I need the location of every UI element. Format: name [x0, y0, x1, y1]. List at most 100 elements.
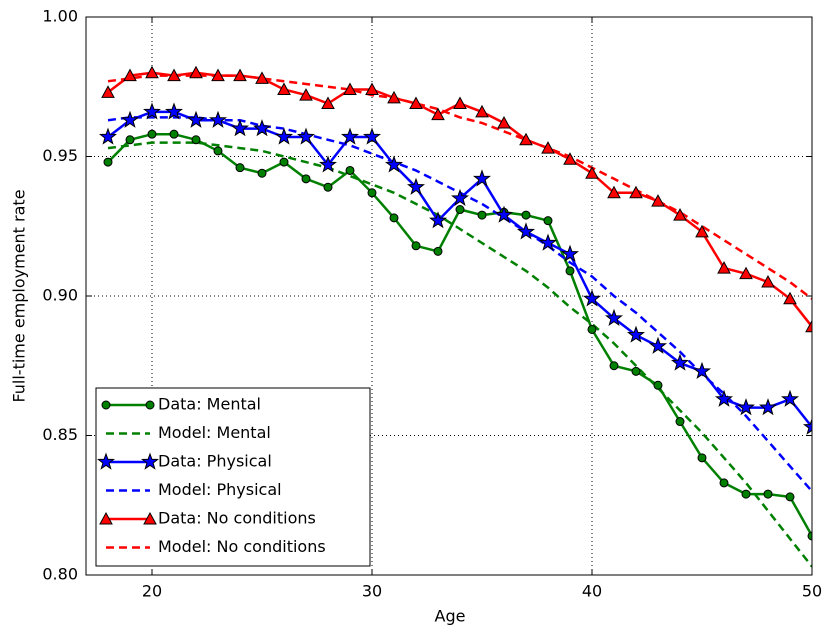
marker: [737, 398, 755, 416]
marker: [783, 291, 797, 305]
marker: [345, 165, 355, 175]
marker: [759, 398, 777, 416]
marker: [341, 127, 359, 145]
marker: [145, 65, 159, 79]
marker: [565, 266, 575, 276]
marker: [411, 241, 421, 251]
marker: [191, 135, 201, 145]
marker: [363, 127, 381, 145]
marker: [587, 324, 597, 334]
marker: [433, 246, 443, 256]
marker: [103, 157, 113, 167]
marker: [169, 129, 179, 139]
marker: [120, 110, 140, 128]
x-axis-label: Age: [435, 607, 466, 626]
marker: [257, 168, 267, 178]
marker: [213, 146, 223, 156]
plot-area: [99, 65, 812, 568]
marker: [714, 389, 734, 407]
marker: [653, 380, 663, 390]
marker: [543, 216, 553, 226]
legend-label: Data: No conditions: [158, 509, 316, 528]
marker: [231, 119, 249, 137]
y-axis-label: Full-time employment rate: [10, 189, 29, 402]
marker: [253, 119, 271, 137]
marker: [323, 182, 333, 192]
y-tick-label: 0.90: [42, 286, 78, 305]
marker: [651, 194, 665, 207]
marker: [255, 71, 269, 84]
marker: [627, 325, 645, 343]
marker: [761, 275, 775, 288]
marker: [780, 389, 800, 407]
y-tick-label: 0.80: [42, 565, 78, 584]
marker: [673, 208, 687, 221]
marker: [717, 261, 731, 274]
x-tick-label: 40: [582, 582, 602, 601]
marker: [385, 155, 403, 173]
marker: [299, 88, 313, 101]
marker: [695, 224, 709, 238]
marker: [211, 68, 225, 82]
marker: [301, 174, 311, 184]
series-line: [107, 141, 812, 568]
marker: [189, 65, 203, 79]
marker: [145, 400, 155, 410]
marker: [519, 132, 533, 146]
marker: [739, 266, 753, 280]
marker: [604, 308, 624, 326]
marker: [279, 157, 289, 167]
marker: [99, 511, 113, 525]
marker: [561, 244, 579, 262]
marker: [607, 185, 621, 199]
marker: [409, 96, 423, 109]
marker: [321, 96, 335, 109]
marker: [451, 188, 469, 207]
marker: [123, 68, 137, 82]
marker: [431, 107, 445, 121]
marker: [805, 319, 812, 333]
marker: [802, 417, 812, 435]
marker: [365, 82, 379, 96]
marker: [297, 127, 315, 145]
legend-label: Model: Mental: [158, 423, 271, 442]
marker: [389, 213, 399, 223]
legend-box: [95, 387, 371, 567]
marker: [629, 185, 643, 199]
marker: [475, 104, 489, 118]
marker: [807, 531, 812, 541]
marker: [101, 400, 111, 410]
marker: [455, 205, 465, 215]
marker: [99, 127, 117, 145]
marker: [563, 152, 577, 165]
marker: [719, 478, 729, 488]
marker: [521, 210, 531, 220]
marker: [407, 177, 425, 195]
marker: [472, 169, 492, 187]
marker: [453, 96, 467, 109]
marker: [165, 102, 183, 120]
marker: [367, 188, 377, 198]
marker: [387, 90, 401, 104]
marker: [583, 289, 601, 307]
legend-label: Model: Physical: [158, 480, 282, 499]
marker: [516, 222, 536, 240]
marker: [235, 163, 245, 173]
marker: [343, 82, 357, 96]
marker: [585, 166, 599, 179]
marker: [208, 110, 228, 128]
marker: [697, 453, 707, 463]
marker: [539, 233, 557, 251]
marker: [785, 492, 795, 502]
x-tick-label: 30: [362, 582, 382, 601]
marker: [101, 85, 115, 98]
x-tick-label: 50: [802, 582, 822, 601]
marker: [125, 135, 135, 145]
marker: [429, 211, 447, 229]
marker: [97, 452, 115, 470]
marker: [143, 102, 161, 120]
legend-label: Model: No conditions: [158, 537, 326, 556]
marker: [319, 155, 337, 173]
